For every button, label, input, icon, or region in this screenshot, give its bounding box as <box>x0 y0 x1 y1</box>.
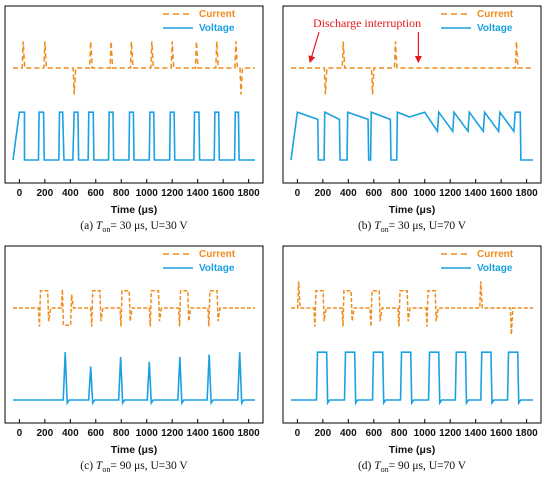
series-current-line <box>13 41 255 95</box>
legend-current-label: Current <box>199 249 236 260</box>
series-current-line <box>291 281 533 335</box>
x-axis-label: Time (μs) <box>389 204 436 216</box>
series-current-line <box>13 289 255 327</box>
x-tick-label: 800 <box>391 428 408 439</box>
x-tick-label: 200 <box>36 428 53 439</box>
x-tick-label: 1000 <box>136 188 159 199</box>
annotation-label: Discharge interruption <box>313 16 421 30</box>
panel-c: 0 200 400 600 800 1000 1200 1400 1600 1800 Time (μ… <box>4 245 264 474</box>
panel-b: 0 200 400 600 800 1000 1200 1400 1600 1800 Time (μ… <box>282 5 542 234</box>
series-voltage-line <box>12 111 255 161</box>
x-tick-label: 1000 <box>414 188 437 199</box>
legend-voltage: Voltage <box>163 23 235 34</box>
legend-voltage: Voltage <box>441 263 513 274</box>
legend-current: Current <box>441 249 514 260</box>
x-tick-label: 1400 <box>187 188 210 199</box>
legend-voltage-label: Voltage <box>477 23 513 34</box>
x-tick-label: 600 <box>365 188 382 199</box>
x-tick-label: 1600 <box>212 188 235 199</box>
series-voltage-line <box>13 352 255 406</box>
x-tick-label: 400 <box>340 188 357 199</box>
annotation-discharge-interruption: Discharge interruption <box>308 16 422 64</box>
x-tick-label: 1000 <box>136 428 159 439</box>
x-tick-label: 1800 <box>238 188 261 199</box>
x-tick-label: 1600 <box>490 428 513 439</box>
x-tick-label: 1200 <box>439 188 462 199</box>
legend-voltage-label: Voltage <box>199 263 235 274</box>
panel-caption: (d) Ton= 90 μs, U=70 V <box>358 460 467 474</box>
x-tick-label: 1200 <box>161 188 184 199</box>
x-tick-label: 0 <box>17 428 23 439</box>
legend-current: Current <box>163 249 236 260</box>
annotation-arrow-left <box>308 31 320 64</box>
series-voltage-line <box>290 109 533 161</box>
x-tick-label: 1800 <box>516 428 539 439</box>
panel-caption: (a) Ton= 30 μs, U=30 V <box>80 220 188 234</box>
x-tick-label: 800 <box>113 188 130 199</box>
x-tick-label: 0 <box>295 428 301 439</box>
x-tick-label: 1800 <box>238 428 261 439</box>
legend-current-label: Current <box>199 9 236 20</box>
x-axis-label: Time (μs) <box>389 444 436 456</box>
x-tick-label: 1200 <box>439 428 462 439</box>
panel-caption: (c) Ton= 90 μs, U=30 V <box>80 460 188 474</box>
x-tick-label: 1200 <box>161 428 184 439</box>
x-tick-label: 1400 <box>465 188 488 199</box>
x-tick-label: 400 <box>340 428 357 439</box>
legend-voltage-label: Voltage <box>199 23 235 34</box>
plot-frame <box>4 5 264 184</box>
x-tick-label: 1600 <box>490 188 513 199</box>
x-tick-label: 200 <box>36 188 53 199</box>
legend-current-label: Current <box>477 249 514 260</box>
x-tick-label: 800 <box>113 428 130 439</box>
plot-frame <box>282 5 542 184</box>
x-tick-label: 1800 <box>516 188 539 199</box>
series-current-line <box>291 41 533 95</box>
x-tick-label: 0 <box>17 188 23 199</box>
x-tick-label: 0 <box>295 188 301 199</box>
legend-voltage: Voltage <box>441 23 513 34</box>
x-tick-label: 600 <box>87 188 104 199</box>
x-tick-label: 800 <box>391 188 408 199</box>
x-tick-label: 200 <box>314 428 331 439</box>
x-tick-label: 1000 <box>414 428 437 439</box>
x-tick-label: 400 <box>62 428 79 439</box>
plot-frame <box>282 245 542 424</box>
legend-voltage: Voltage <box>163 263 235 274</box>
legend-voltage-label: Voltage <box>477 263 513 274</box>
x-tick-label: 600 <box>365 428 382 439</box>
legend-current-label: Current <box>477 9 514 20</box>
panel-caption: (b) Ton= 30 μs, U=70 V <box>358 220 467 234</box>
legend-current: Current <box>163 9 236 20</box>
x-tick-label: 600 <box>87 428 104 439</box>
x-tick-label: 200 <box>314 188 331 199</box>
x-axis-label: Time (μs) <box>111 444 158 456</box>
plot-frame <box>4 245 264 424</box>
series-voltage-line <box>291 351 533 406</box>
x-tick-label: 1400 <box>187 428 210 439</box>
legend-current: Current <box>441 9 514 20</box>
panel-d: 0 200 400 600 800 1000 1200 1400 1600 1800 Time (μ… <box>282 245 542 474</box>
x-tick-label: 400 <box>62 188 79 199</box>
x-tick-label: 1600 <box>212 428 235 439</box>
panel-a: 0 200 400 600 800 1000 1200 1400 1600 1800 Time (μ… <box>4 5 264 234</box>
x-tick-label: 1400 <box>465 428 488 439</box>
x-axis-label: Time (μs) <box>111 204 158 216</box>
